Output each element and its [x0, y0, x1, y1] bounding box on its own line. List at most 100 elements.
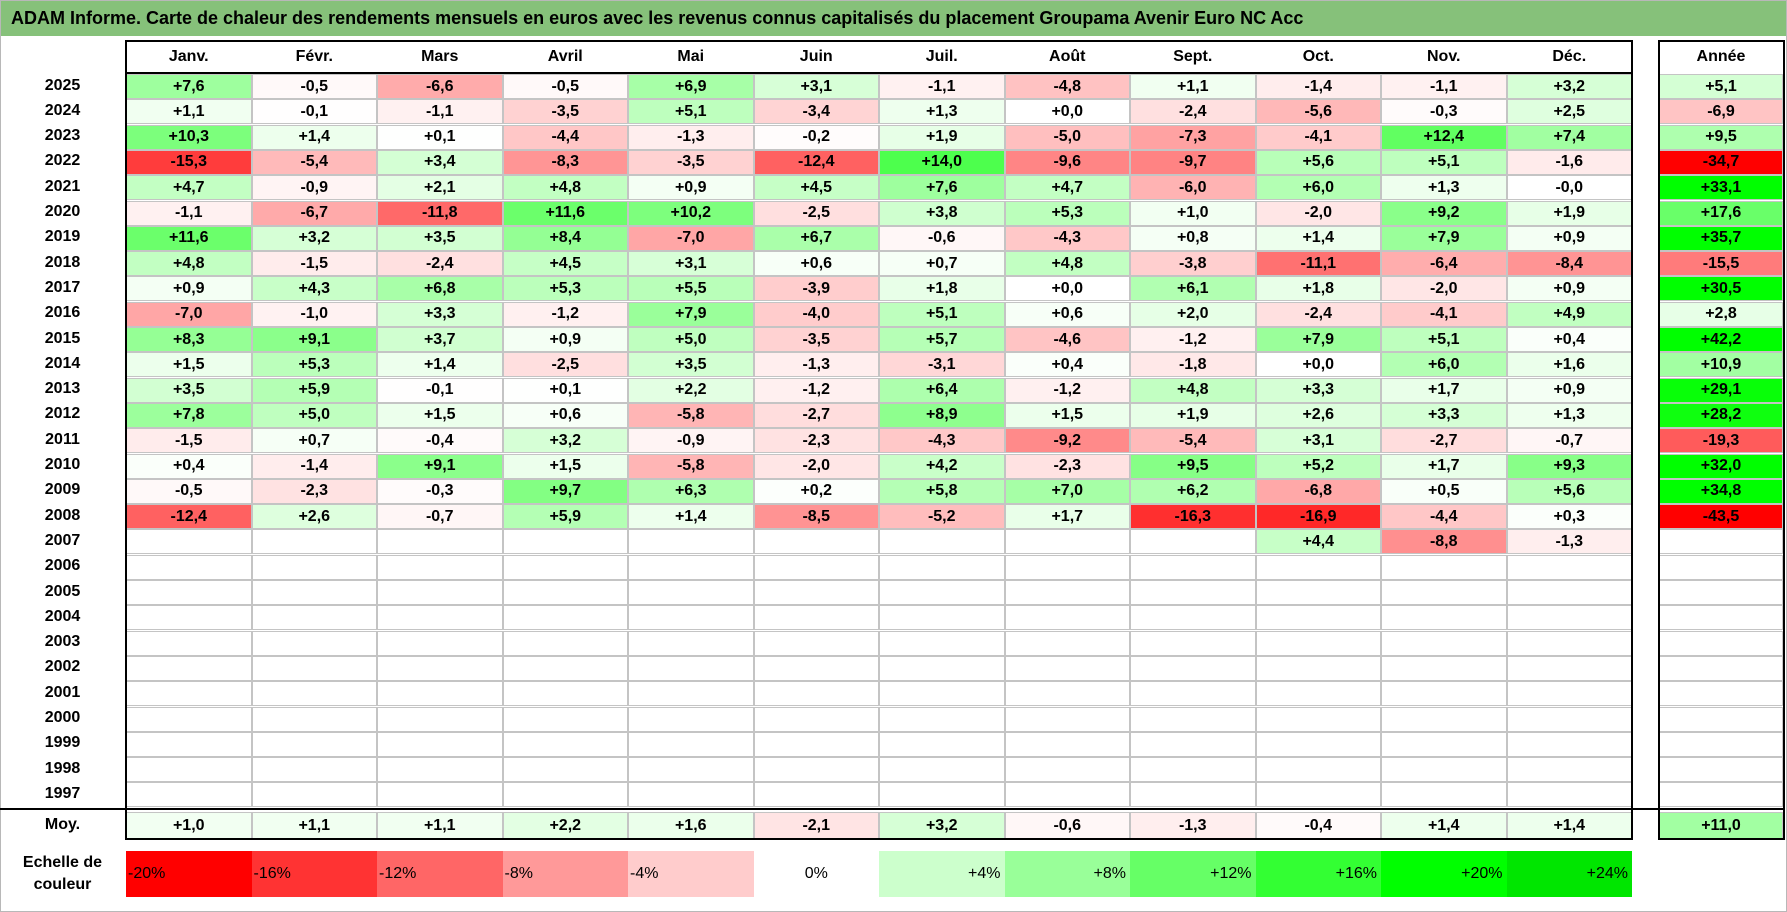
- heatmap-cell: +3,1: [1255, 428, 1381, 454]
- heatmap-cell: -6,6: [377, 74, 503, 99]
- heatmap-cell: +4,7: [126, 175, 252, 201]
- heatmap-cell: +6,9: [628, 74, 754, 99]
- heatmap-cell: [251, 580, 377, 605]
- heatmap-cell: [377, 655, 503, 681]
- heatmap-cell: [1004, 782, 1130, 808]
- heatmap-cell: -5,8: [628, 402, 754, 428]
- heatmap-cell: [753, 706, 879, 732]
- heatmap-cell: [1130, 706, 1256, 732]
- heatmap-cell: +6,1: [1130, 276, 1256, 302]
- heatmap-cell: -5,4: [251, 149, 377, 175]
- average-cell: +1,1: [377, 812, 503, 839]
- heatmap-cell: +1,7: [1381, 453, 1507, 479]
- month-header: Juil.: [925, 48, 958, 65]
- heatmap-cell: [1255, 605, 1381, 631]
- heatmap-cell: +1,1: [1130, 74, 1256, 99]
- heatmap-cell: -1,4: [1255, 74, 1381, 99]
- heatmap-cell: +7,9: [1255, 327, 1381, 352]
- heatmap-cell: -0,6: [879, 225, 1005, 251]
- heatmap-cell: [1255, 580, 1381, 605]
- heatmap-cell: +0,9: [628, 175, 754, 201]
- heatmap-cell: [879, 655, 1005, 681]
- month-header: Mars: [421, 48, 459, 65]
- heatmap-cell: [628, 757, 754, 783]
- annual-cell: [1659, 681, 1783, 707]
- average-separator: [0, 808, 1785, 810]
- heatmap-cell: -4,8: [1004, 74, 1130, 99]
- heatmap-cell: [753, 580, 879, 605]
- heatmap-cell: +3,4: [377, 149, 503, 175]
- heatmap-cell: [251, 630, 377, 656]
- heatmap-cell: [1004, 529, 1130, 555]
- heatmap-cell: [753, 554, 879, 580]
- heatmap-cell: +2,0: [1130, 301, 1256, 327]
- heatmap-cell: -6,8: [1255, 478, 1381, 504]
- average-cell: +1,0: [126, 812, 252, 839]
- annual-cell: +35,7: [1659, 225, 1783, 251]
- heatmap-cell: -11,8: [377, 200, 503, 226]
- heatmap-cell: [753, 605, 879, 631]
- heatmap-cell: [1130, 630, 1256, 656]
- heatmap-cell: -5,8: [628, 453, 754, 479]
- heatmap-cell: +9,2: [1381, 200, 1507, 226]
- heatmap-cell: -1,1: [1381, 74, 1507, 99]
- heatmap-cell: +2,2: [628, 377, 754, 403]
- heatmap-cell: -0,3: [1381, 99, 1507, 125]
- heatmap-cell: +5,5: [628, 276, 754, 302]
- heatmap-cell: +10,2: [628, 200, 754, 226]
- heatmap-cell: [879, 731, 1005, 757]
- heatmap-cell: -4,4: [502, 124, 628, 150]
- average-cell: +3,2: [879, 812, 1005, 839]
- heatmap-cell: -7,0: [628, 225, 754, 251]
- heatmap-cell: +7,0: [1004, 478, 1130, 504]
- scale-swatch: +20%: [1381, 851, 1507, 897]
- heatmap-cell: +5,3: [502, 276, 628, 302]
- heatmap-cell: +7,6: [879, 175, 1005, 201]
- heatmap-cell: [628, 706, 754, 732]
- heatmap-cell: +1,5: [377, 402, 503, 428]
- heatmap-cell: -3,5: [628, 149, 754, 175]
- heatmap-cell: +1,8: [1255, 276, 1381, 302]
- heatmap-cell: [377, 529, 503, 555]
- heatmap-cell: -2,7: [753, 402, 879, 428]
- heatmap-cell: +5,3: [1004, 200, 1130, 226]
- heatmap-cell: +7,6: [126, 74, 252, 99]
- heatmap-cell: +0,4: [1506, 327, 1632, 352]
- heatmap-cell: [1255, 757, 1381, 783]
- heatmap-cell: [377, 630, 503, 656]
- heatmap-cell: +3,8: [879, 200, 1005, 226]
- heatmap-cell: [1381, 731, 1507, 757]
- month-header: Avril: [547, 48, 583, 65]
- heatmap-cell: +4,2: [879, 453, 1005, 479]
- heatmap-cell: [377, 731, 503, 757]
- scale-swatch: 0%: [753, 851, 879, 897]
- heatmap-cell: [1004, 605, 1130, 631]
- heatmap-cell: +0,9: [502, 327, 628, 352]
- heatmap-cell: +5,1: [1381, 149, 1507, 175]
- heatmap-cell: -9,6: [1004, 149, 1130, 175]
- heatmap-cell: +1,9: [879, 124, 1005, 150]
- heatmap-cell: [1381, 580, 1507, 605]
- annual-cell: +10,9: [1659, 352, 1783, 378]
- heatmap-cell: [251, 655, 377, 681]
- scale-swatch: +12%: [1130, 851, 1256, 897]
- heatmap-cell: +4,5: [502, 251, 628, 277]
- year-label: 2013: [44, 380, 81, 398]
- annual-cell: +29,1: [1659, 377, 1783, 403]
- heatmap-cell: [502, 554, 628, 580]
- average-cell: +1,4: [1381, 812, 1507, 839]
- heatmap-cell: [1506, 706, 1632, 732]
- annual-cell: [1659, 580, 1783, 605]
- year-label: 2002: [44, 658, 81, 676]
- heatmap-cell: -0,7: [1506, 428, 1632, 454]
- heatmap-cell: +4,4: [1255, 529, 1381, 555]
- month-header: Févr.: [295, 48, 333, 65]
- heatmap-cell: +0,9: [1506, 276, 1632, 302]
- heatmap-cell: +3,1: [628, 251, 754, 277]
- heatmap-cell: +1,7: [1004, 504, 1130, 530]
- year-label: 2025: [44, 76, 81, 94]
- heatmap-cell: -8,3: [502, 149, 628, 175]
- heatmap-cell: [502, 782, 628, 808]
- year-label: 1999: [44, 734, 81, 752]
- heatmap-cell: +5,1: [628, 99, 754, 125]
